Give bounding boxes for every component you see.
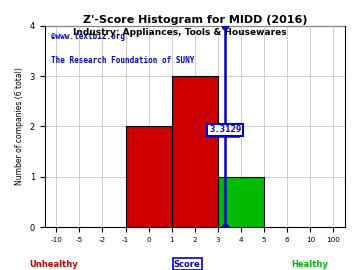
Text: ©www.textbiz.org: ©www.textbiz.org — [51, 32, 125, 41]
Text: Unhealthy: Unhealthy — [30, 260, 78, 269]
Text: The Research Foundation of SUNY: The Research Foundation of SUNY — [51, 56, 194, 65]
Bar — [126, 126, 172, 227]
Title: Z'-Score Histogram for MIDD (2016): Z'-Score Histogram for MIDD (2016) — [82, 15, 307, 25]
Bar — [218, 177, 264, 227]
Text: Industry: Appliances, Tools & Housewares: Industry: Appliances, Tools & Housewares — [73, 28, 287, 37]
Text: Healthy: Healthy — [291, 260, 328, 269]
Y-axis label: Number of companies (6 total): Number of companies (6 total) — [15, 68, 24, 185]
Text: Score: Score — [174, 260, 201, 269]
Text: 3.3129: 3.3129 — [209, 125, 241, 134]
Bar — [172, 76, 218, 227]
